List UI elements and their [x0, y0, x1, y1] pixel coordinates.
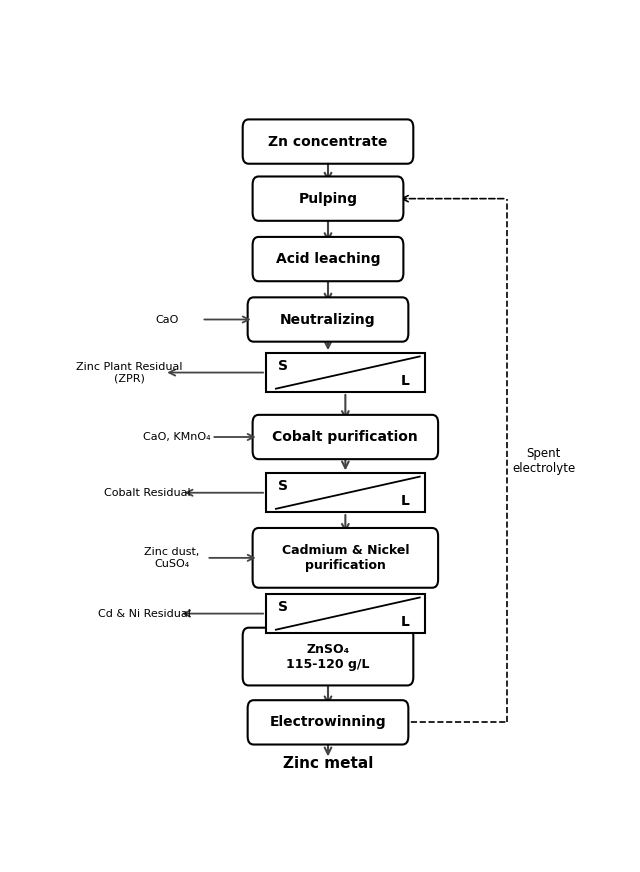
- Text: S: S: [278, 359, 289, 373]
- FancyBboxPatch shape: [253, 528, 438, 588]
- Text: CaO: CaO: [155, 315, 179, 324]
- Text: Cadmium & Nickel
purification: Cadmium & Nickel purification: [282, 544, 409, 572]
- FancyBboxPatch shape: [248, 297, 408, 342]
- FancyBboxPatch shape: [248, 700, 408, 745]
- Text: ZnSO₄
115-120 g/L: ZnSO₄ 115-120 g/L: [286, 643, 370, 671]
- Text: S: S: [278, 479, 289, 493]
- Text: Neutralizing: Neutralizing: [280, 312, 376, 326]
- FancyBboxPatch shape: [253, 415, 438, 460]
- Text: Zn concentrate: Zn concentrate: [268, 134, 388, 148]
- Text: Pulping: Pulping: [298, 192, 358, 206]
- Text: Cd & Ni Residual: Cd & Ni Residual: [98, 609, 191, 618]
- FancyBboxPatch shape: [243, 628, 413, 685]
- FancyBboxPatch shape: [243, 119, 413, 164]
- Text: Zinc metal: Zinc metal: [283, 756, 373, 772]
- Text: Cobalt Residual: Cobalt Residual: [104, 487, 190, 498]
- Text: Acid leaching: Acid leaching: [276, 252, 380, 266]
- Text: CaO, KMnO₄: CaO, KMnO₄: [143, 432, 211, 442]
- Text: L: L: [401, 373, 410, 387]
- Text: L: L: [401, 494, 410, 508]
- Text: Zinc dust,
CuSO₄: Zinc dust, CuSO₄: [144, 547, 200, 569]
- FancyBboxPatch shape: [253, 176, 403, 221]
- Text: Electrowinning: Electrowinning: [269, 715, 387, 729]
- Text: L: L: [401, 615, 410, 629]
- Bar: [266, 473, 425, 512]
- Text: Spent
electrolyte: Spent electrolyte: [512, 446, 575, 474]
- FancyBboxPatch shape: [253, 237, 403, 282]
- Text: Zinc Plant Residual
(ZPR): Zinc Plant Residual (ZPR): [76, 362, 183, 384]
- Bar: [266, 594, 425, 633]
- Text: Cobalt purification: Cobalt purification: [273, 430, 418, 444]
- Text: S: S: [278, 600, 289, 614]
- Bar: [266, 353, 425, 392]
